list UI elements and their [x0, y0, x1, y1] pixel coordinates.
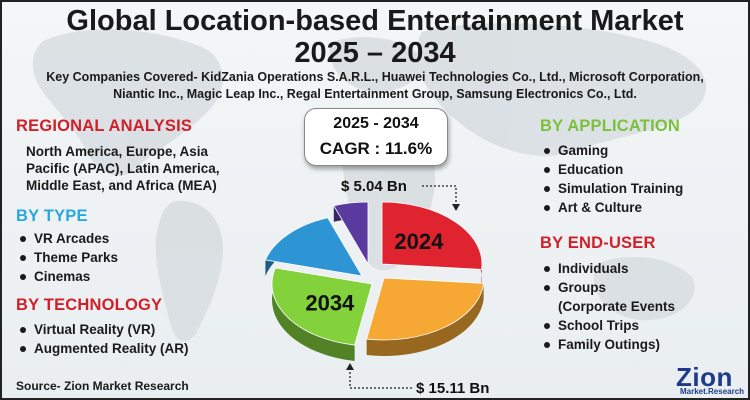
by-end-user-heading: BY END-USER — [540, 234, 656, 252]
bullet-icon — [544, 148, 550, 154]
by-application-heading: BY APPLICATION — [540, 117, 681, 135]
cagr-range: 2025 - 2034 — [333, 115, 419, 132]
slice-label-2034: 2034 — [305, 290, 355, 315]
list-item-label: Gaming — [558, 143, 609, 158]
bullet-icon — [20, 327, 26, 333]
key-companies-line-2: Niantic Inc., Magic Leap Inc., Regal Ent… — [113, 87, 637, 101]
bullet-icon — [544, 285, 550, 291]
arrow-up-icon — [346, 363, 354, 370]
pie-slice-segment-3 — [264, 217, 363, 277]
bullet-icon — [20, 274, 26, 280]
pie-slice-segment-1 — [366, 277, 485, 341]
list-item: Art & Culture — [540, 198, 683, 217]
slice-label-2024: 2024 — [394, 229, 444, 254]
value-label-2024: $ 5.04 Bn — [341, 178, 407, 195]
callout-line-2034 — [349, 368, 412, 389]
bullet-icon — [544, 186, 550, 192]
cagr-value: CAGR : 11.6% — [319, 139, 433, 158]
pie-slice-side — [272, 267, 355, 362]
list-item: Virtual Reality (VR) — [16, 320, 189, 339]
list-item-label: Simulation Training — [558, 181, 684, 196]
chart-title-years: 2025 – 2034 — [294, 37, 456, 69]
list-item: Family Outings) — [540, 335, 675, 354]
by-technology-list: Virtual Reality (VR) Augmented Reality (… — [16, 320, 189, 358]
list-item: Individuals — [540, 259, 675, 278]
list-item-label: (Corporate Events — [558, 299, 676, 314]
key-companies: Key Companies Covered- KidZania Operatio… — [2, 69, 748, 103]
list-item: (Corporate Events — [540, 297, 675, 316]
value-label-2034: $ 15.11 Bn — [416, 380, 490, 397]
list-item-label: Cinemas — [34, 269, 91, 284]
list-item: Simulation Training — [540, 179, 683, 198]
logo-subtext: Market.Research — [680, 387, 745, 396]
list-item: School Trips — [540, 316, 675, 335]
by-technology-heading: BY TECHNOLOGY — [16, 296, 163, 314]
list-item: Groups — [540, 278, 675, 297]
list-item-label: Theme Parks — [34, 250, 119, 265]
pie-slice-2034 — [271, 267, 373, 346]
list-item-label: Family Outings) — [558, 337, 661, 352]
zion-logo: Zion Market.Research — [670, 362, 746, 398]
regional-line: North America, Europe, Asia — [26, 144, 209, 159]
list-item: Theme Parks — [16, 248, 118, 267]
by-type-list: VR Arcades Theme Parks Cinemas — [16, 229, 118, 286]
bullet-icon — [20, 236, 26, 242]
list-item-label: Augmented Reality (AR) — [34, 341, 189, 356]
bullet-icon — [20, 255, 26, 261]
list-item: Augmented Reality (AR) — [16, 339, 189, 358]
by-type-heading: BY TYPE — [16, 207, 88, 225]
bullet-icon — [20, 346, 26, 352]
regional-line: Middle East, and Africa (MEA) — [26, 178, 217, 193]
bullet-icon — [544, 167, 550, 173]
cagr-box: 2025 - 2034 CAGR : 11.6% — [304, 108, 448, 166]
list-item-label: School Trips — [558, 318, 640, 333]
list-item: VR Arcades — [16, 229, 118, 248]
list-item-label: VR Arcades — [34, 231, 110, 246]
by-end-user-list: Individuals Groups (Corporate Events Sch… — [540, 259, 675, 354]
pie-slice-side — [366, 283, 484, 356]
pie-slice-2024 — [381, 201, 483, 270]
bullet-icon — [544, 323, 550, 329]
arrow-down-icon — [452, 204, 460, 211]
key-companies-line-1: Key Companies Covered- KidZania Operatio… — [46, 70, 704, 84]
bullet-icon — [544, 342, 550, 348]
pie-slice-segment-4 — [333, 201, 369, 266]
regional-analysis-heading: REGIONAL ANALYSIS — [16, 117, 193, 135]
list-item-label: Virtual Reality (VR) — [34, 322, 156, 337]
regional-analysis-text: North America, Europe, Asia Pacific (APA… — [26, 143, 220, 194]
list-item-label: Art & Culture — [558, 200, 642, 215]
callout-line-2024 — [422, 185, 457, 206]
chart-title: Global Location-based Entertainment Mark… — [66, 5, 684, 37]
list-item: Cinemas — [16, 267, 118, 286]
bullet-icon — [544, 266, 550, 272]
bullet-icon — [544, 205, 550, 211]
by-application-list: Gaming Education Simulation Training Art… — [540, 141, 683, 217]
regional-line: Pacific (APAC), Latin America, — [26, 161, 220, 176]
list-item: Education — [540, 160, 683, 179]
pie-chart: 2024 2034 — [264, 201, 485, 362]
logo-wordmark: Zion — [676, 362, 733, 392]
list-item-label: Individuals — [558, 261, 629, 276]
list-item: Gaming — [540, 141, 683, 160]
list-item-label: Education — [558, 162, 624, 177]
source-note: Source- Zion Market Research — [16, 379, 189, 393]
list-item-label: Groups — [558, 280, 607, 295]
